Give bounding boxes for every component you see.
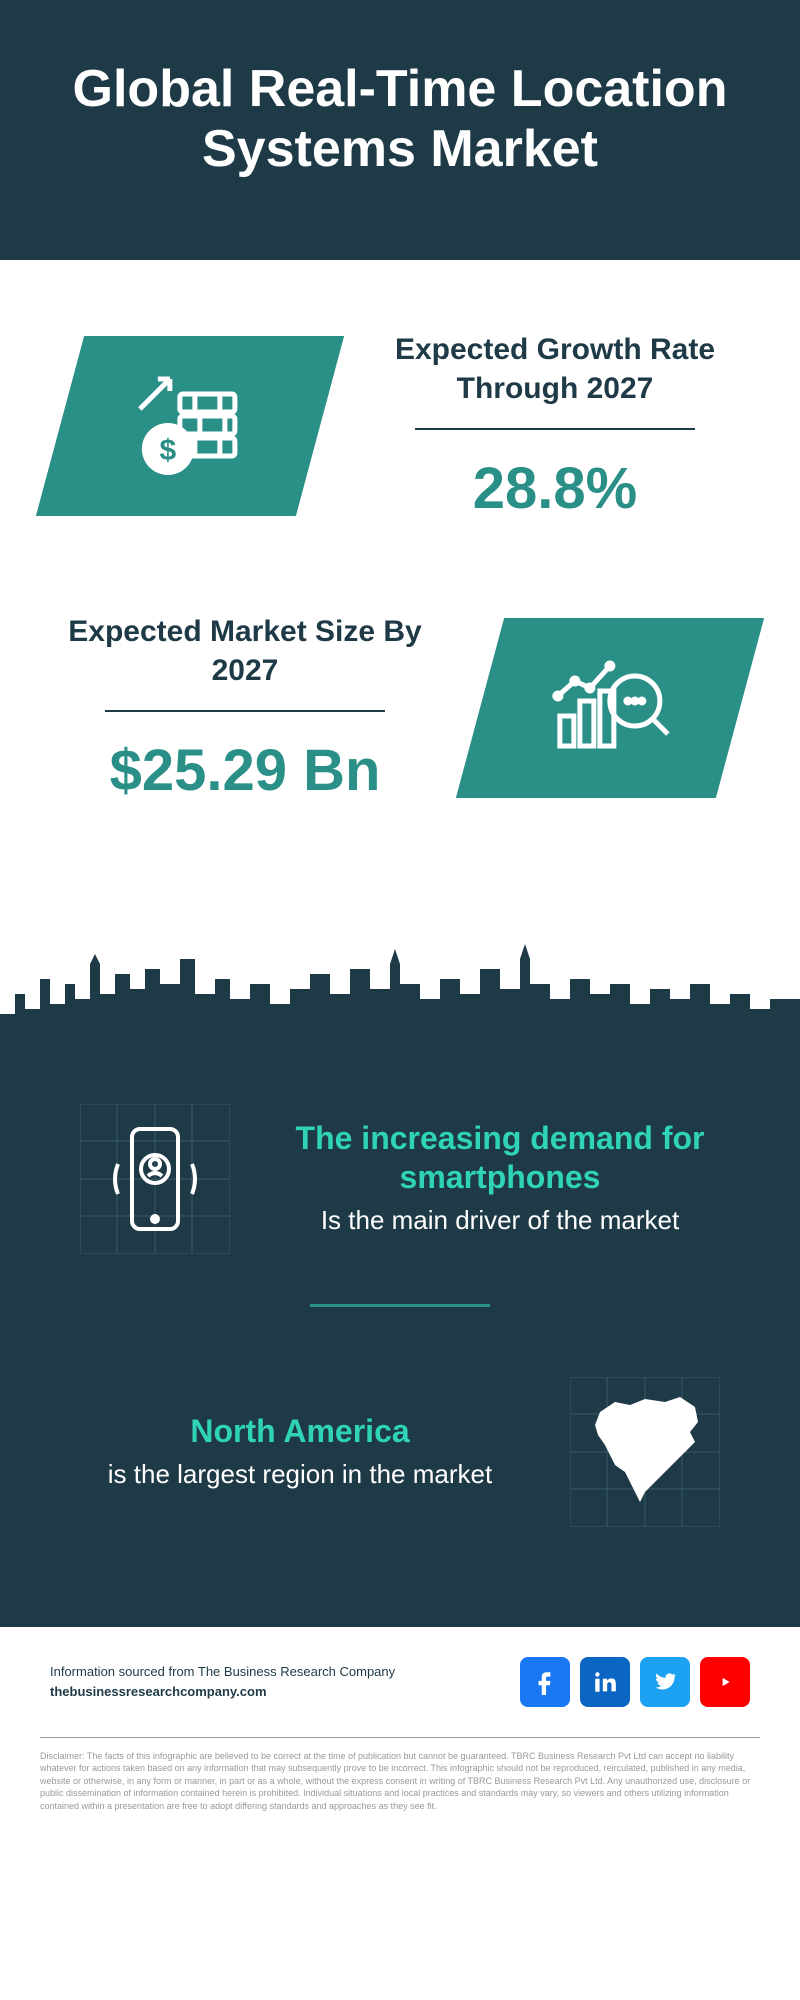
stat-value: $25.29 Bn bbox=[60, 737, 430, 804]
svg-text:$: $ bbox=[160, 433, 177, 466]
stat-value: 28.8% bbox=[370, 455, 740, 522]
dark-section: The increasing demand for smartphones Is… bbox=[0, 1054, 800, 1627]
divider bbox=[310, 1304, 490, 1307]
facebook-icon[interactable] bbox=[520, 1657, 570, 1707]
money-growth-icon: $ bbox=[36, 336, 344, 516]
region-highlight: North America bbox=[80, 1412, 520, 1450]
divider bbox=[105, 710, 385, 712]
stat-market-size: Expected Market Size By 2027 $25.29 Bn bbox=[60, 612, 740, 804]
driver-highlight: The increasing demand for smartphones bbox=[280, 1119, 720, 1196]
stats-section: $ Expected Growth Rate Through 2027 28.8… bbox=[0, 260, 800, 934]
footer-text: Information sourced from The Business Re… bbox=[50, 1662, 395, 1701]
footer: Information sourced from The Business Re… bbox=[0, 1627, 800, 1727]
largest-region: North America is the largest region in t… bbox=[80, 1377, 720, 1527]
stat-growth-rate: $ Expected Growth Rate Through 2027 28.8… bbox=[60, 330, 740, 522]
disclaimer: Disclaimer: The facts of this infographi… bbox=[40, 1737, 760, 1813]
social-icons bbox=[520, 1657, 750, 1707]
stat-label: Expected Growth Rate Through 2027 bbox=[370, 330, 740, 408]
page-title: Global Real-Time Location Systems Market bbox=[40, 60, 760, 180]
linkedin-icon[interactable] bbox=[580, 1657, 630, 1707]
region-subtitle: is the largest region in the market bbox=[80, 1458, 520, 1492]
driver-subtitle: Is the main driver of the market bbox=[280, 1204, 720, 1238]
north-america-map-icon bbox=[570, 1377, 720, 1527]
chart-analysis-icon bbox=[456, 618, 764, 798]
smartphone-icon bbox=[80, 1104, 230, 1254]
twitter-icon[interactable] bbox=[640, 1657, 690, 1707]
stat-label: Expected Market Size By 2027 bbox=[60, 612, 430, 690]
skyline-graphic bbox=[0, 934, 800, 1054]
youtube-icon[interactable] bbox=[700, 1657, 750, 1707]
market-driver: The increasing demand for smartphones Is… bbox=[80, 1104, 720, 1254]
divider bbox=[415, 428, 695, 430]
header: Global Real-Time Location Systems Market bbox=[0, 0, 800, 260]
